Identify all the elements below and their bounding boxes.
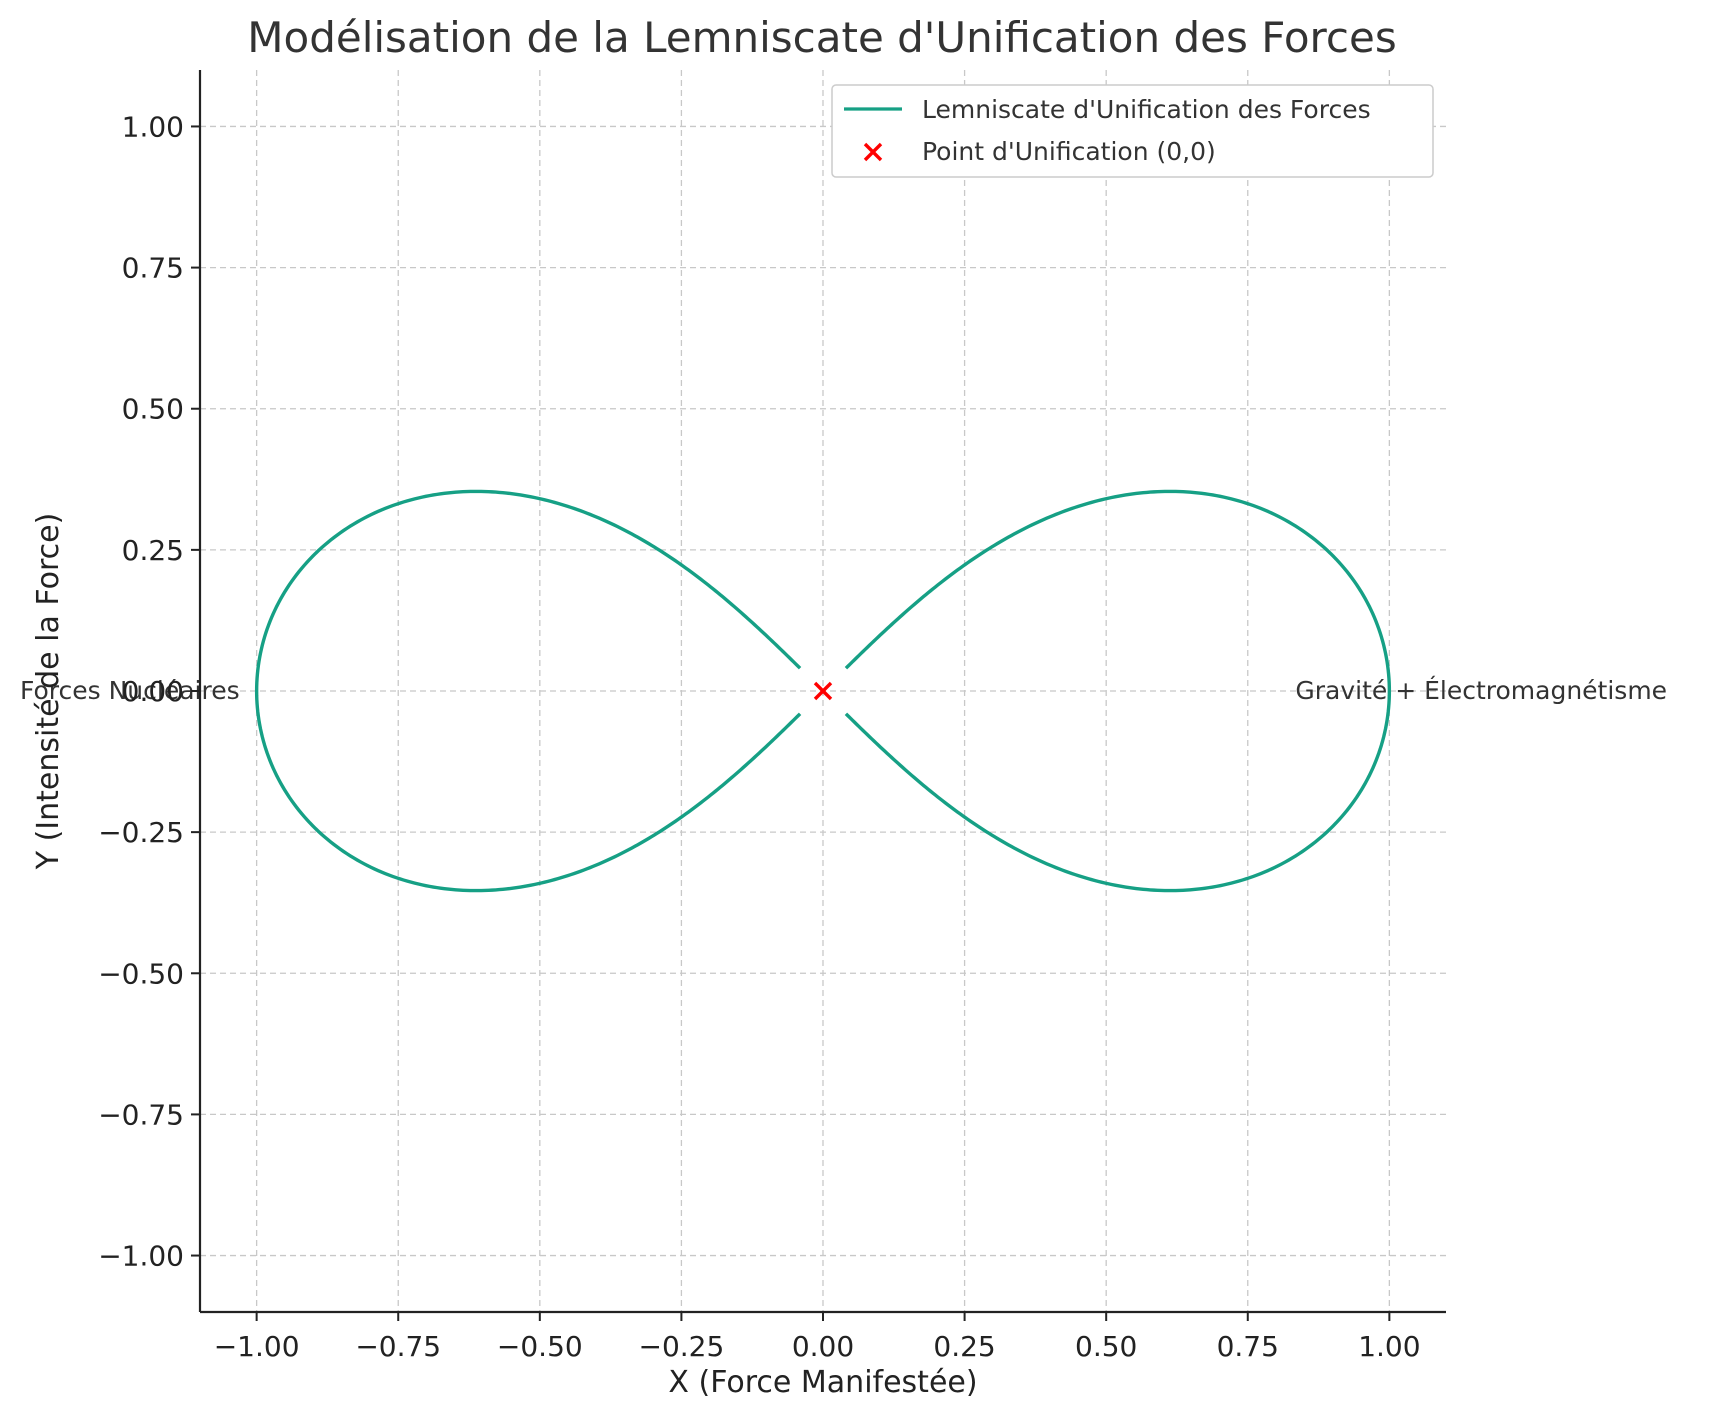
y-tick-label: −0.50 <box>98 957 184 990</box>
legend-box <box>831 84 1434 178</box>
marker-layer <box>813 681 833 701</box>
annotation-forces-nucleaires: Forces Nucléaires <box>20 676 240 705</box>
x-tick-label: 0.75 <box>1217 1330 1279 1363</box>
legend-x-stroke <box>863 142 883 162</box>
axis-ticks: −1.00 −0.75 −0.50 −0.25 0.00 0.25 0.50 0.75 1.00… <box>98 110 1420 1363</box>
series-layer <box>254 489 1392 893</box>
annotation-layer: Forces Nucléaires Gravité + Électromagnét… <box>20 676 1667 705</box>
y-tick-label: −0.75 <box>98 1098 184 1131</box>
legend-entry-lemniscate: Lemniscate d'Unification des Forces <box>922 95 1371 124</box>
x-tick-label: −0.25 <box>639 1330 725 1363</box>
lemniscate-curve-branch <box>844 690 1392 893</box>
unification-point-marker <box>813 681 833 701</box>
legend-x-marker <box>863 142 883 162</box>
legend-entry-unification-point: Point d'Unification (0,0) <box>922 137 1216 166</box>
x-tick-label: 1.00 <box>1358 1330 1420 1363</box>
x-tick-label: 0.50 <box>1075 1330 1137 1363</box>
y-tick-label: 0.00 <box>122 675 184 708</box>
chart-title: Modélisation de la Lemniscate d'Unificat… <box>247 13 1396 62</box>
grid-lines <box>200 70 1446 1312</box>
legend: Lemniscate d'Unification des Forces Poin… <box>831 84 1434 178</box>
y-tick-label: −0.25 <box>98 816 184 849</box>
x-tick-label: −1.00 <box>214 1330 300 1363</box>
lemniscate-curve-branch <box>844 489 1392 692</box>
x-axis-label: X (Force Manifestée) <box>668 1365 977 1400</box>
x-tick-label: −0.75 <box>355 1330 441 1363</box>
y-axis-label: Y (Intensité de la Force) <box>31 513 66 871</box>
y-tick-label: 1.00 <box>122 110 184 143</box>
y-tick-label: 0.25 <box>122 534 184 567</box>
x-tick-label: 0.25 <box>933 1330 995 1363</box>
annotation-gravite-electromagnetisme: Gravité + Électromagnétisme <box>1295 676 1667 705</box>
y-tick-label: 0.75 <box>122 252 184 285</box>
x-tick-label: 0.00 <box>792 1330 854 1363</box>
lemniscate-curve-branch <box>254 690 802 893</box>
y-tick-label: 0.50 <box>122 393 184 426</box>
x-tick-label: −0.50 <box>497 1330 583 1363</box>
lemniscate-curve-branch <box>254 489 802 692</box>
y-tick-label: −1.00 <box>98 1240 184 1273</box>
